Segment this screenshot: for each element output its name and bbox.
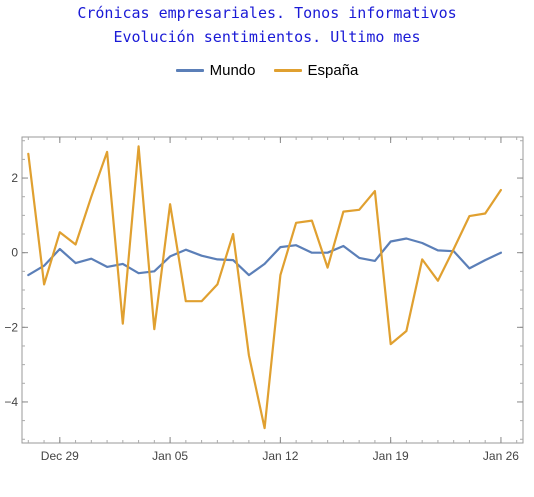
- legend-label-mundo: Mundo: [209, 62, 256, 79]
- x-tick-label: Jan 12: [262, 449, 298, 463]
- legend-label-espana: España: [307, 62, 359, 79]
- chart-title: Crónicas empresariales. Tonos informativ…: [77, 4, 457, 22]
- y-tick-label: −2: [4, 320, 18, 334]
- chart-subtitle: Evolución sentimientos. Ultimo mes: [113, 28, 421, 46]
- x-tick-label: Jan 19: [373, 449, 409, 463]
- x-tick-label: Jan 26: [483, 449, 519, 463]
- y-tick-label: −4: [4, 395, 18, 409]
- y-tick-label: 2: [11, 171, 18, 185]
- x-tick-label: Jan 05: [152, 449, 188, 463]
- legend: Mundo España: [0, 62, 534, 79]
- legend-item-espana: España: [273, 62, 359, 79]
- legend-swatch-mundo: [175, 69, 204, 72]
- series-line-mundo: [27, 237, 502, 277]
- x-tick-label: Dec 29: [41, 449, 79, 463]
- legend-swatch-espana: [273, 69, 302, 72]
- series-line-espana: [27, 145, 502, 430]
- legend-item-mundo: Mundo: [175, 62, 256, 79]
- y-tick-label: 0: [11, 246, 18, 260]
